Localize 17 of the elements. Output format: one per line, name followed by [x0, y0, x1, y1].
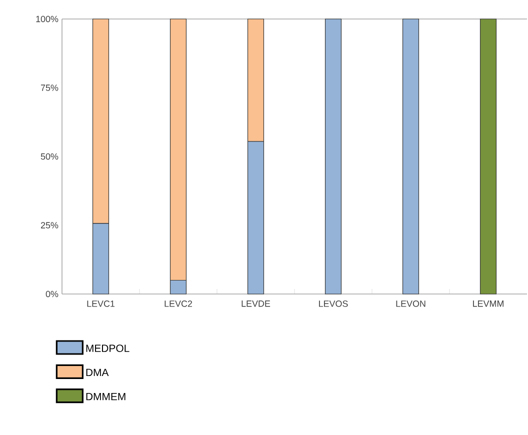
x-tick-label: LEVDE — [242, 300, 270, 307]
y-tick-label: 100% — [36, 16, 58, 22]
legend-label: DMMEM — [86, 392, 126, 400]
legend-label: MEDPOL — [86, 344, 130, 352]
bar — [402, 18, 420, 294]
bar — [324, 18, 342, 294]
x-tick-label: LEVC1 — [87, 300, 115, 307]
y-tick-label: 0% — [46, 290, 58, 298]
legend-label: DMA — [86, 368, 109, 376]
bar — [480, 18, 497, 294]
x-tick-label: LEVC2 — [164, 300, 192, 307]
x-tick-label: LEVMM — [473, 300, 504, 307]
y-tick-label: 25% — [40, 222, 58, 228]
x-tick-label: LEVON — [396, 300, 426, 307]
x-tick-label: LEVOS — [319, 300, 348, 307]
y-tick-label: 75% — [40, 84, 58, 91]
y-tick-label: 50% — [40, 153, 58, 160]
